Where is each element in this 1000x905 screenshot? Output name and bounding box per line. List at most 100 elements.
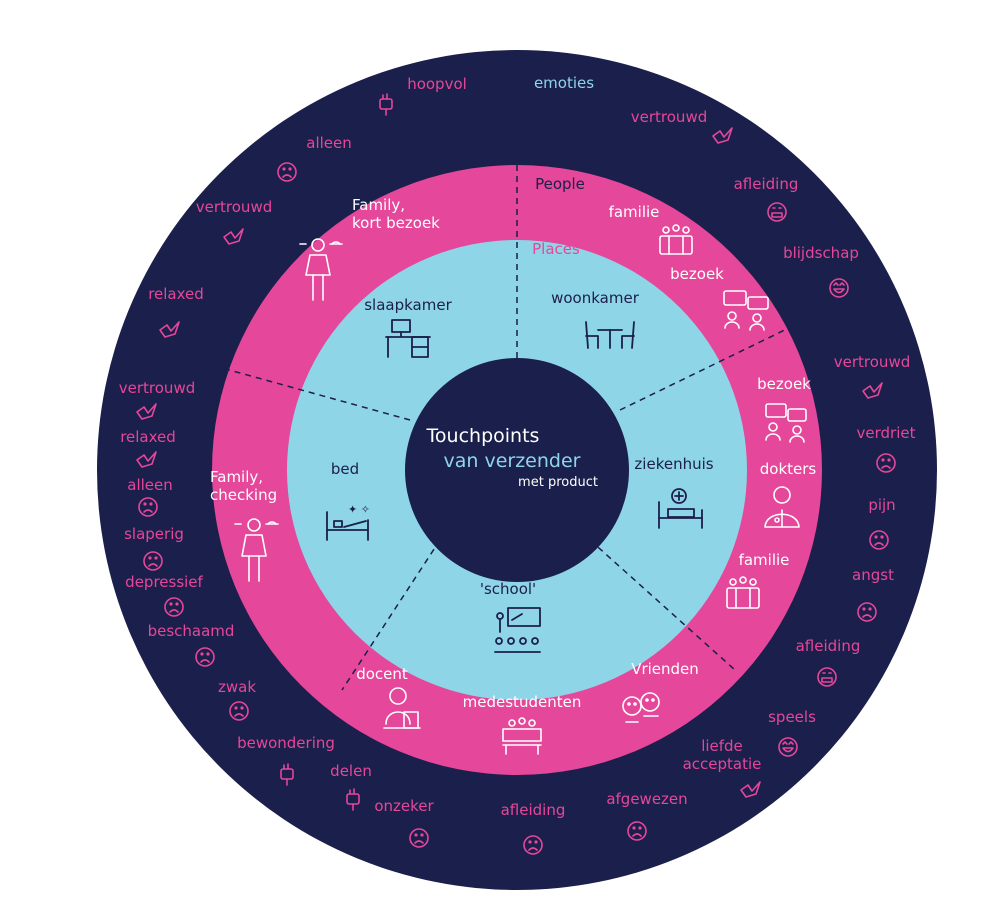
raised-fist-icon	[379, 93, 393, 116]
emotion-label: alleen	[306, 134, 352, 152]
emotion-label: delen	[330, 762, 372, 780]
sad-face-icon	[138, 497, 158, 517]
emotion-label: pijn	[868, 496, 895, 514]
person-family-checking: Family, checking	[210, 468, 279, 582]
family-group-icon	[659, 224, 693, 255]
emotion-label: afleiding	[796, 637, 861, 655]
place-label: ziekenhuis	[634, 455, 713, 473]
emotion-label: depressief	[125, 573, 203, 591]
emotion-label: zwak	[218, 678, 256, 696]
dining-table-icon	[585, 321, 635, 349]
divider-lower-left	[341, 539, 441, 691]
person-label: docent	[356, 665, 408, 683]
person-label-line: Family,	[352, 196, 405, 214]
people-title: People	[535, 175, 585, 193]
sad-face-icon	[195, 647, 215, 667]
sad-face-icon	[164, 597, 184, 617]
sad-face-icon	[869, 530, 889, 550]
emotion-label: afgewezen	[606, 790, 687, 808]
svg-text:✦ ✧: ✦ ✧	[348, 503, 370, 516]
emotion-label-line: liefde	[701, 737, 743, 755]
emotion-icons	[136, 93, 896, 855]
doctor-icon	[764, 486, 800, 528]
person-label: bezoek	[757, 375, 811, 393]
center-subtitle: van verzender	[444, 450, 581, 472]
emotion-label: hoopvol	[407, 75, 467, 93]
person-bezoek-top: bezoek	[670, 265, 769, 331]
emotion-label: relaxed	[148, 285, 204, 303]
raised-fist-icon	[346, 788, 360, 811]
emotion-label: speels	[768, 708, 816, 726]
grimace-icon	[767, 202, 787, 222]
sad-face-icon	[857, 602, 877, 622]
place-school: 'school'	[480, 580, 541, 653]
person-family-kort-bezoek: Family, kort bezoek	[299, 196, 440, 301]
person-label: bezoek	[670, 265, 724, 283]
place-bed: bed ✦ ✧	[326, 460, 370, 541]
raised-fist-icon	[280, 763, 294, 786]
hospital-bed-icon	[658, 488, 703, 529]
emotion-label: angst	[852, 566, 894, 584]
dove-icon	[136, 403, 157, 420]
center-title: Touchpoints	[426, 425, 540, 447]
emotion-label: vertrouwd	[119, 379, 195, 397]
emotion-label: alleen	[127, 476, 173, 494]
dove-icon	[223, 228, 244, 245]
place-woonkamer: woonkamer	[551, 289, 640, 349]
emotion-label: liefde acceptatie	[683, 737, 762, 773]
sad-face-icon	[143, 551, 163, 571]
person-label: familie	[739, 551, 790, 569]
dove-icon	[740, 781, 761, 798]
sad-face-icon	[229, 701, 249, 721]
dove-icon	[712, 127, 733, 144]
person-medestudenten: medestudenten	[463, 693, 582, 755]
sad-face-icon	[627, 821, 647, 841]
emotion-label: vertrouwd	[196, 198, 272, 216]
laugh-icon	[829, 278, 849, 298]
person-bezoek-right: bezoek	[757, 375, 811, 443]
emotion-label: blijdschap	[783, 244, 859, 262]
place-label: bed	[331, 460, 359, 478]
teacher-icon	[383, 687, 421, 729]
emotion-label: verdriet	[857, 424, 916, 442]
person-dokters: dokters	[760, 460, 816, 528]
person-familie-top: familie	[609, 203, 693, 255]
center-disc	[405, 358, 629, 582]
center-note: met product	[518, 475, 598, 490]
sad-face-icon	[277, 162, 297, 182]
emotion-labels: hoopvol vertrouwd afleiding blijdschap v…	[119, 75, 916, 819]
places-title: Places	[532, 240, 580, 258]
emotion-label: bewondering	[237, 734, 335, 752]
emotion-label: afleiding	[501, 801, 566, 819]
students-icon	[502, 717, 542, 755]
emotion-label: relaxed	[120, 428, 176, 446]
person-label: medestudenten	[463, 693, 582, 711]
dove-icon	[136, 451, 157, 468]
person-label: Family, checking	[210, 468, 277, 504]
bed-icon: ✦ ✧	[326, 503, 370, 541]
person-label: Vrienden	[631, 660, 699, 678]
place-label: woonkamer	[551, 289, 640, 307]
emotions-title: emoties	[534, 74, 594, 92]
person-label: familie	[609, 203, 660, 221]
label-line: checking	[210, 486, 277, 504]
family-group-icon	[726, 576, 760, 609]
label-line: acceptatie	[683, 755, 762, 773]
place-label: slaapkamer	[364, 296, 452, 314]
friends-icon	[622, 692, 660, 723]
waiter-icon	[234, 518, 279, 582]
waiter-icon	[299, 238, 343, 301]
sad-face-icon	[876, 453, 896, 473]
conversation-icon	[765, 403, 807, 443]
person-familie-right: familie	[726, 551, 790, 609]
emotion-label: slaperig	[124, 525, 184, 543]
emotion-label: onzeker	[374, 797, 434, 815]
person-docent: docent	[356, 665, 421, 729]
emotion-label: vertrouwd	[834, 353, 910, 371]
laugh-icon	[778, 737, 798, 757]
emotion-label: beschaamd	[148, 622, 235, 640]
emotion-label: afleiding	[734, 175, 799, 193]
person-label-line: Family,	[210, 468, 263, 486]
place-label: 'school'	[480, 580, 536, 598]
